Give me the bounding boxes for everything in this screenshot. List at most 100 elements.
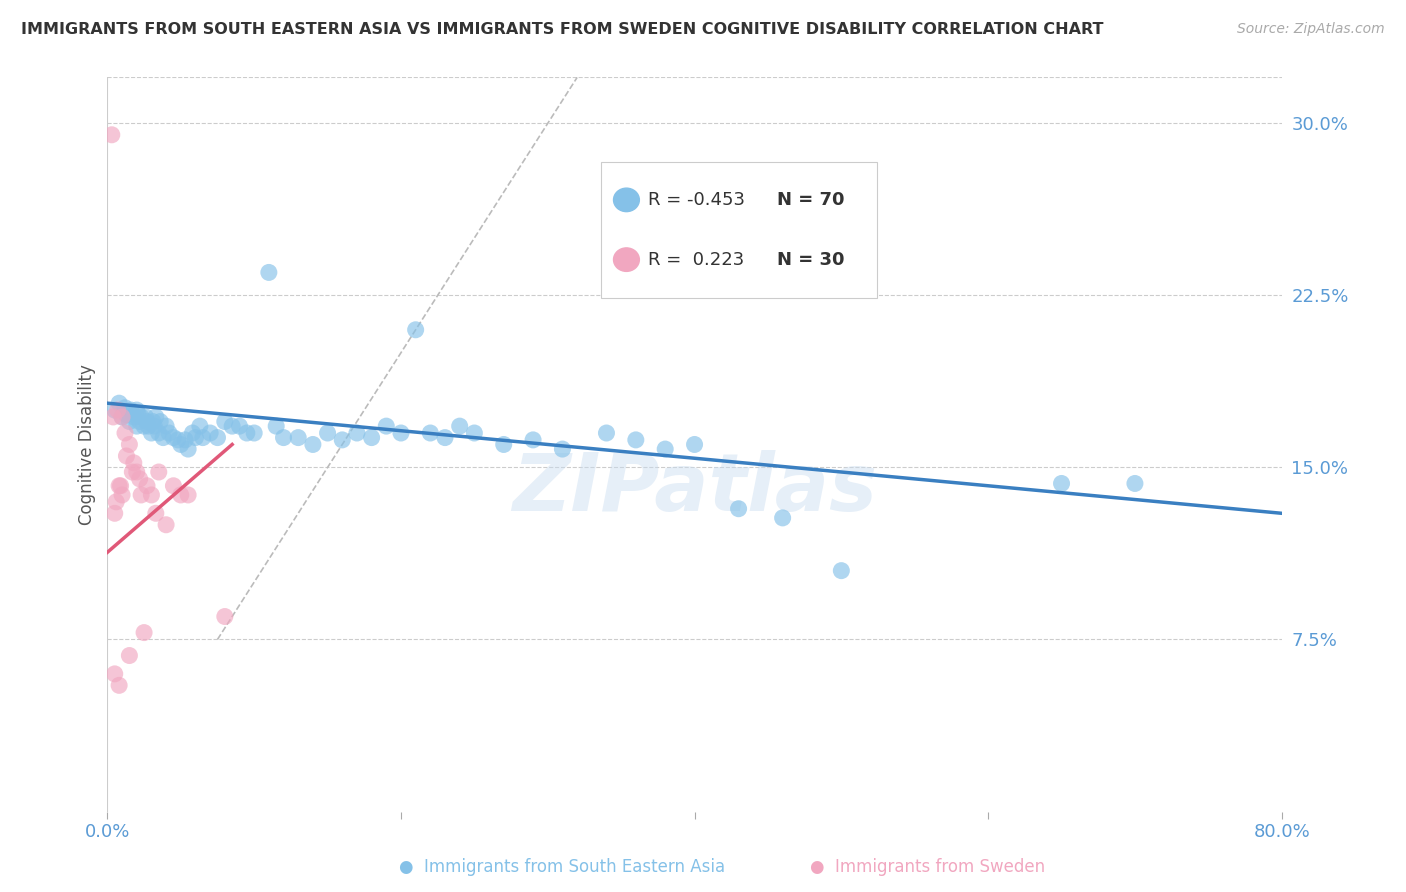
Point xyxy=(683,437,706,451)
Point xyxy=(149,415,172,429)
Point xyxy=(207,431,229,445)
Point xyxy=(1123,476,1146,491)
Point xyxy=(122,409,145,424)
Point xyxy=(463,425,485,440)
Point xyxy=(830,564,852,578)
Point xyxy=(198,425,221,440)
Point xyxy=(141,488,163,502)
Point xyxy=(727,501,749,516)
Point xyxy=(125,403,148,417)
Text: ●  Immigrants from Sweden: ● Immigrants from Sweden xyxy=(810,858,1046,876)
Point xyxy=(551,442,574,456)
Point xyxy=(330,433,353,447)
Text: N = 70: N = 70 xyxy=(776,191,844,209)
Point xyxy=(434,431,457,445)
Point xyxy=(772,511,794,525)
Point xyxy=(125,465,148,479)
Point xyxy=(522,433,544,447)
Point xyxy=(184,431,207,445)
Point xyxy=(145,506,167,520)
Point xyxy=(135,409,157,424)
Point xyxy=(111,409,134,424)
Point xyxy=(141,425,163,440)
Point xyxy=(1050,476,1073,491)
Point xyxy=(114,401,136,415)
Text: ●  Immigrants from South Eastern Asia: ● Immigrants from South Eastern Asia xyxy=(399,858,725,876)
Point xyxy=(181,425,204,440)
Text: Source: ZipAtlas.com: Source: ZipAtlas.com xyxy=(1237,22,1385,37)
Point xyxy=(129,488,152,502)
Text: N = 30: N = 30 xyxy=(776,251,844,268)
Point xyxy=(257,265,280,279)
Y-axis label: Cognitive Disability: Cognitive Disability xyxy=(79,364,96,524)
Point xyxy=(107,403,129,417)
Point xyxy=(114,425,136,440)
Point xyxy=(104,403,127,417)
Point xyxy=(302,437,325,451)
Text: IMMIGRANTS FROM SOUTH EASTERN ASIA VS IMMIGRANTS FROM SWEDEN COGNITIVE DISABILIT: IMMIGRANTS FROM SOUTH EASTERN ASIA VS IM… xyxy=(21,22,1104,37)
Point xyxy=(132,419,155,434)
Point xyxy=(121,465,143,479)
Point xyxy=(127,408,149,422)
Point xyxy=(152,431,174,445)
Point xyxy=(138,419,160,434)
Point xyxy=(170,437,193,451)
Point xyxy=(104,666,127,681)
Point xyxy=(228,419,250,434)
Point xyxy=(132,625,155,640)
Point xyxy=(125,419,148,434)
Point xyxy=(108,396,131,410)
Point xyxy=(316,425,339,440)
Point xyxy=(360,431,382,445)
Point xyxy=(142,415,165,429)
Point xyxy=(111,488,134,502)
Point xyxy=(449,419,471,434)
Point xyxy=(214,609,236,624)
Ellipse shape xyxy=(613,248,640,271)
Text: R = -0.453: R = -0.453 xyxy=(648,191,745,209)
Point xyxy=(118,437,141,451)
Point xyxy=(287,431,309,445)
Point xyxy=(264,419,287,434)
Point xyxy=(177,442,200,456)
Point xyxy=(654,442,676,456)
Point xyxy=(157,425,180,440)
Point xyxy=(148,465,170,479)
Point xyxy=(191,431,214,445)
Point xyxy=(273,431,295,445)
Point xyxy=(624,433,647,447)
Point xyxy=(221,419,243,434)
Point xyxy=(128,472,150,486)
Point xyxy=(166,433,188,447)
Point xyxy=(110,479,132,493)
Point xyxy=(405,323,427,337)
Point xyxy=(177,488,200,502)
Point xyxy=(129,409,152,424)
Point xyxy=(595,425,617,440)
Point xyxy=(389,425,412,440)
Point xyxy=(346,425,368,440)
Point xyxy=(375,419,398,434)
Text: R =  0.223: R = 0.223 xyxy=(648,251,744,268)
Point xyxy=(188,419,211,434)
Point xyxy=(120,403,142,417)
Point xyxy=(104,506,127,520)
Ellipse shape xyxy=(613,188,640,211)
Point xyxy=(162,431,184,445)
Point xyxy=(170,488,193,502)
Point xyxy=(148,425,170,440)
Point xyxy=(115,408,138,422)
Point xyxy=(111,409,134,424)
Point xyxy=(115,449,138,463)
Point xyxy=(174,433,197,447)
Point xyxy=(162,479,184,493)
Point xyxy=(118,648,141,663)
Point xyxy=(236,425,259,440)
Point xyxy=(492,437,515,451)
Point xyxy=(143,419,166,434)
Point xyxy=(105,495,128,509)
FancyBboxPatch shape xyxy=(600,161,876,298)
Point xyxy=(145,409,167,424)
Text: ZIPatlas: ZIPatlas xyxy=(512,450,877,527)
Point xyxy=(214,415,236,429)
